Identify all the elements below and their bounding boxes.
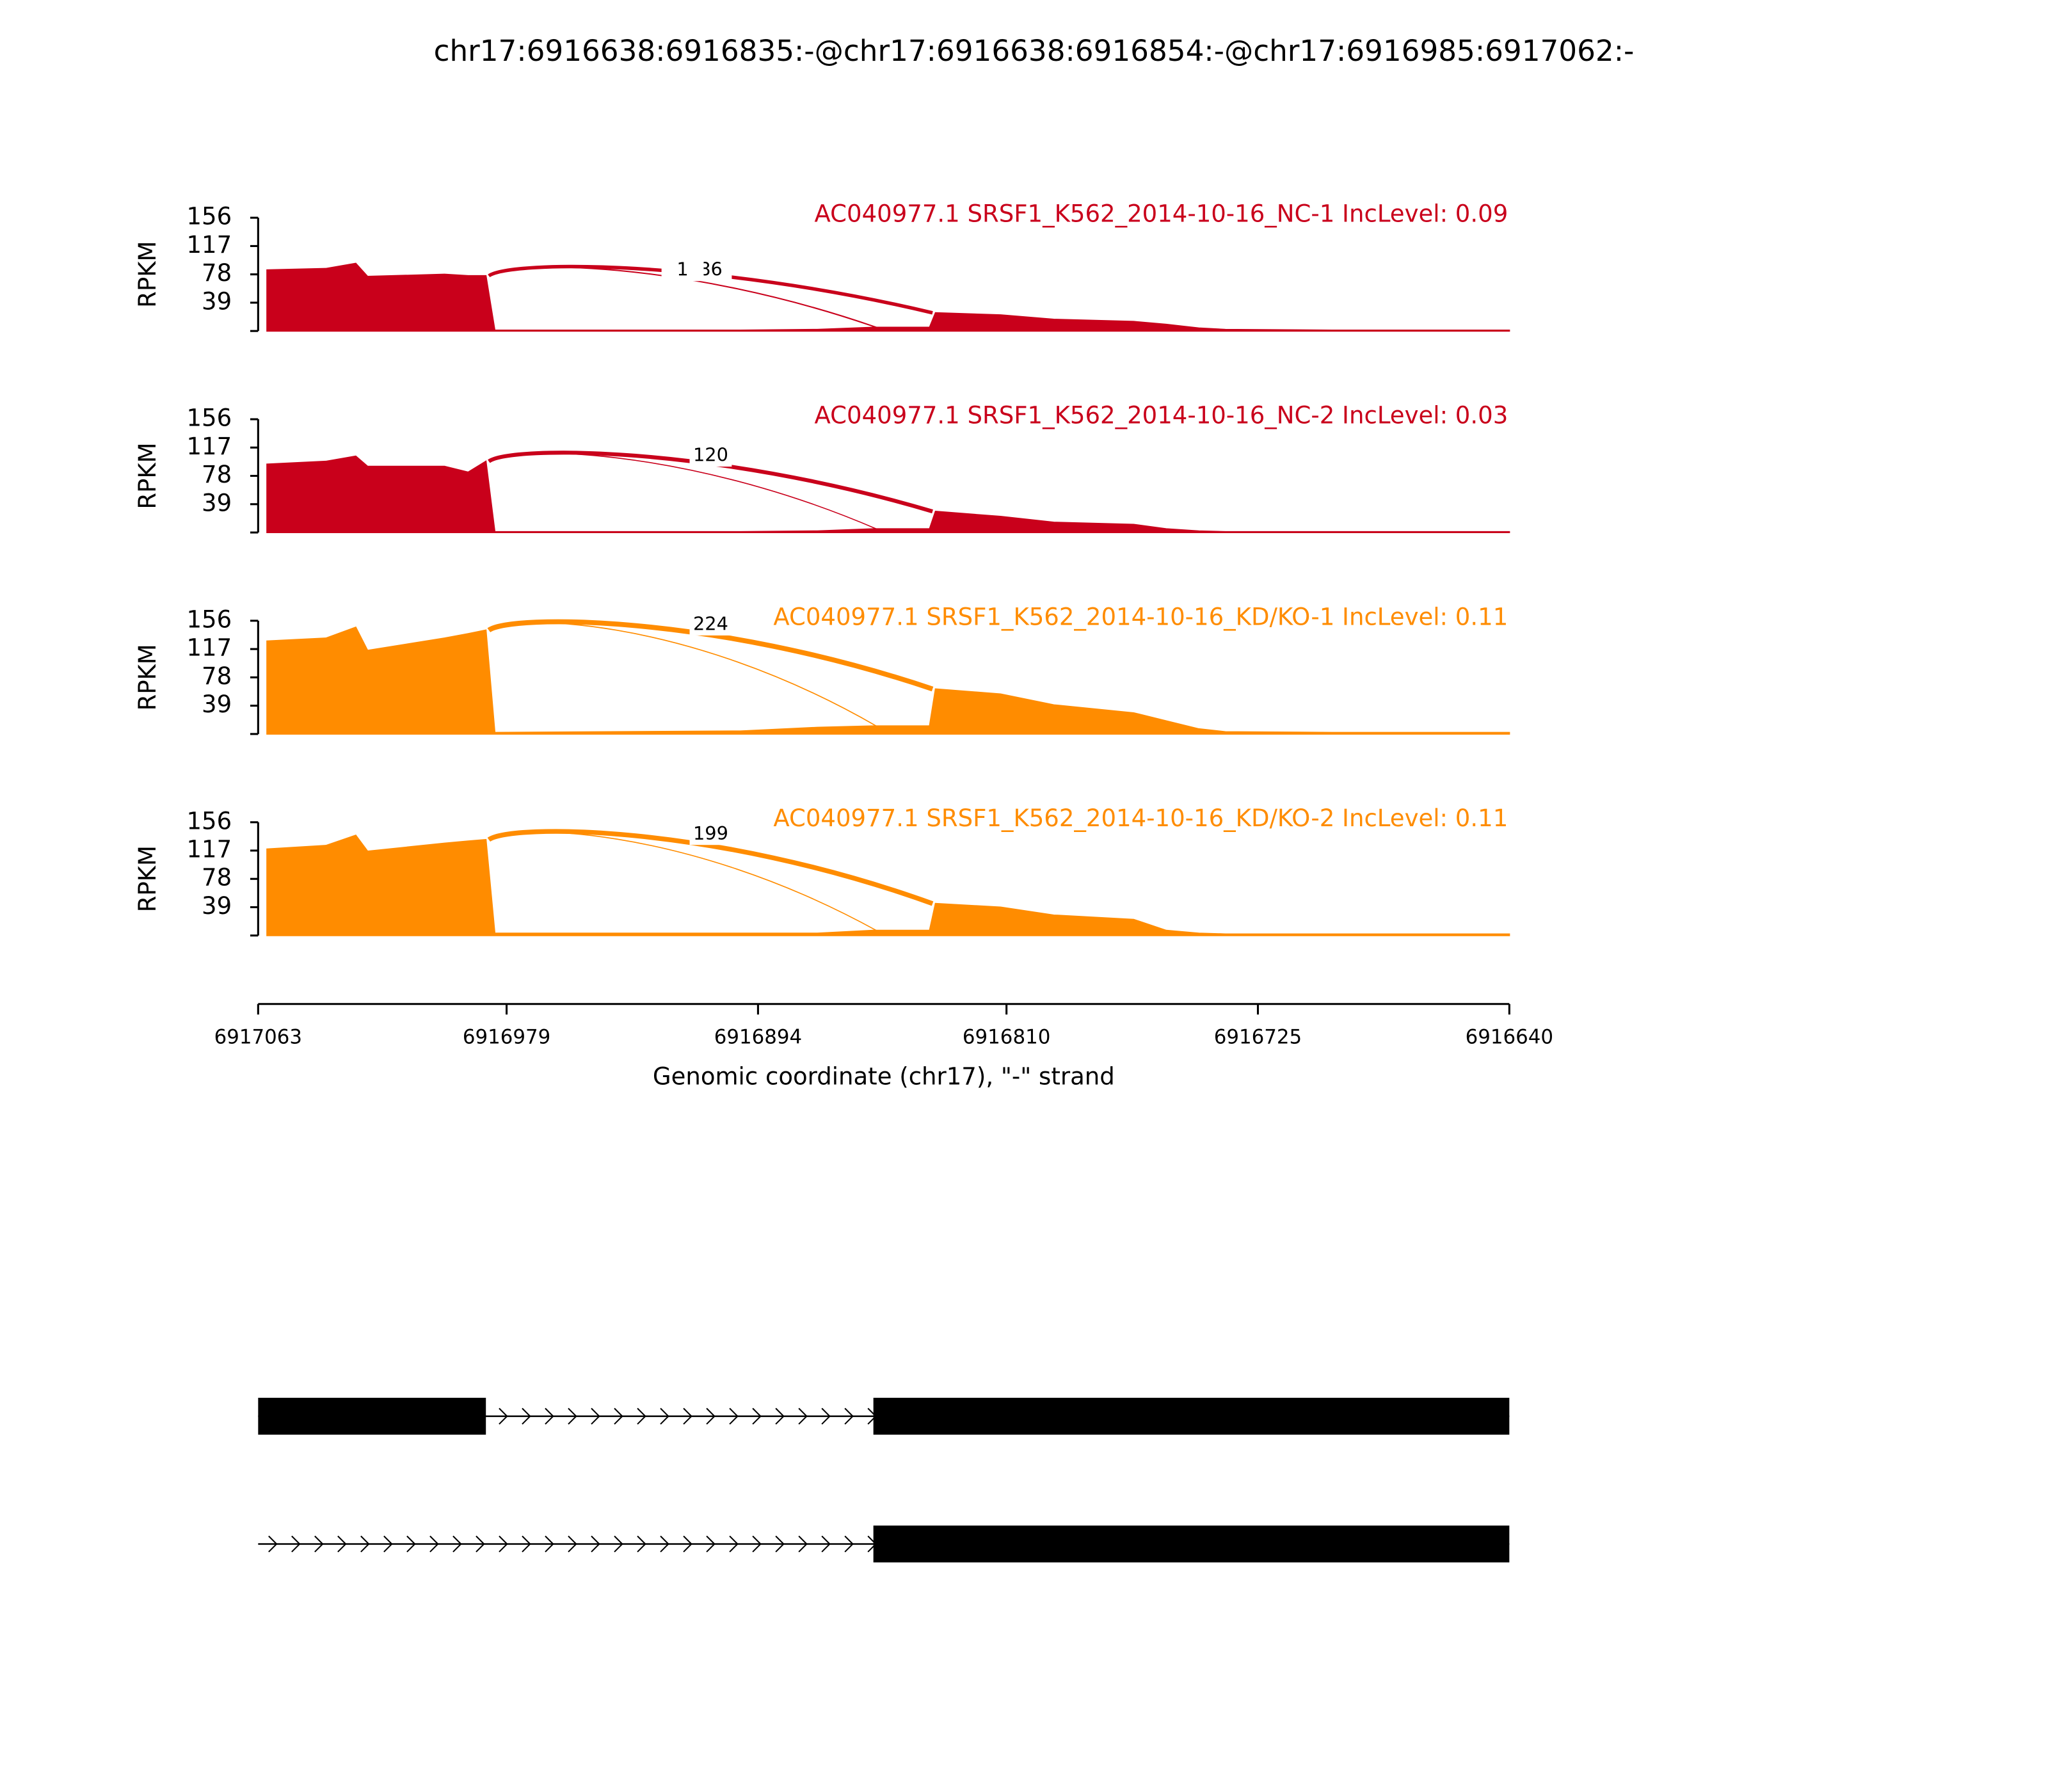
y-tick-label: 78 [202,461,232,488]
y-tick-label: 78 [202,864,232,892]
strand-arrow [568,1535,577,1553]
strand-arrow [522,1535,531,1553]
y-tick-label: 78 [202,259,232,287]
junction-label-bg [689,614,732,636]
strand-arrow [660,1535,669,1553]
panel-title: AC040977.1 SRSF1_K562_2014-10-16_KD/KO-1… [773,603,1508,630]
strand-arrow [637,1407,646,1425]
coverage-area [266,262,1510,332]
exon [873,1398,1510,1435]
y-axis-label: RPKM [134,845,161,912]
y-tick-label: 117 [186,836,232,863]
panel-title: AC040977.1 SRSF1_K562_2014-10-16_NC-1 In… [814,200,1508,228]
junction-arc [488,452,877,530]
strand-arrow [314,1535,324,1553]
junction-label-bg [689,824,732,845]
junction-arc [488,831,877,931]
strand-arrow [291,1535,301,1553]
x-tick-label: 6916725 [1214,1026,1302,1049]
coverage-area [266,834,1510,936]
chart-title: chr17:6916638:6916835:-@chr17:6916638:69… [434,34,1635,68]
strand-arrow [337,1535,347,1553]
strand-arrow [499,1407,508,1425]
x-tick-label: 6916894 [714,1026,802,1049]
strand-arrow [268,1535,278,1553]
junction-label-bg [689,445,732,467]
coverage-area [266,626,1510,735]
strand-arrow [614,1407,623,1425]
strand-arrow [821,1535,831,1553]
y-tick-label: 117 [186,634,232,662]
strand-arrow [614,1535,623,1553]
y-tick-label: 39 [202,287,232,315]
y-axis-label: RPKM [134,241,161,308]
strand-arrow [683,1407,692,1425]
panel-title: AC040977.1 SRSF1_K562_2014-10-16_KD/KO-2… [773,804,1508,832]
strand-arrow [752,1535,762,1553]
strand-arrow [591,1407,600,1425]
junction-count: 120 [693,444,728,466]
x-tick-label: 6916810 [963,1026,1050,1049]
strand-arrow [706,1535,716,1553]
coverage-area [266,455,1510,534]
strand-arrow [452,1535,462,1553]
panel-title: AC040977.1 SRSF1_K562_2014-10-16_NC-2 In… [814,401,1508,429]
strand-arrow [798,1535,808,1553]
junction-count: 224 [693,612,728,634]
y-tick-label: 156 [186,203,232,230]
y-tick-label: 39 [202,489,232,516]
x-tick-label: 6917063 [214,1026,302,1049]
strand-arrow [406,1535,416,1553]
y-axis-label: RPKM [134,644,161,710]
y-tick-label: 117 [186,231,232,259]
junction-label-bg [661,260,704,282]
strand-arrow [729,1407,739,1425]
x-axis-label: Genomic coordinate (chr17), "-" strand [653,1062,1115,1090]
strand-arrow [683,1535,692,1553]
strand-arrow [522,1407,531,1425]
strand-arrow [429,1535,439,1553]
strand-arrow [729,1535,739,1553]
y-tick-label: 117 [186,433,232,460]
junction-arc [488,266,877,328]
y-tick-label: 156 [186,404,232,432]
strand-arrow [545,1535,554,1553]
x-tick-label: 6916979 [463,1026,550,1049]
strand-arrow [637,1535,646,1553]
y-tick-label: 78 [202,662,232,690]
strand-arrow [499,1535,508,1553]
strand-arrow [775,1535,785,1553]
strand-arrow [752,1407,762,1425]
junction-count: 199 [693,822,728,844]
strand-arrow [775,1407,785,1425]
strand-arrow [383,1535,393,1553]
y-tick-label: 156 [186,807,232,835]
strand-arrow [706,1407,716,1425]
strand-arrow [568,1407,577,1425]
y-tick-label: 39 [202,892,232,920]
junction-count: 1 [676,259,688,280]
y-axis-label: RPKM [134,442,161,509]
x-tick-label: 6916640 [1466,1026,1553,1049]
strand-arrow [476,1535,485,1553]
exon [873,1525,1510,1563]
junction-arc [488,622,877,727]
strand-arrow [844,1407,854,1425]
strand-arrow [821,1407,831,1425]
strand-arrow [844,1535,854,1553]
exon [258,1398,486,1435]
y-tick-label: 39 [202,691,232,718]
y-tick-label: 156 [186,605,232,633]
strand-arrow [798,1407,808,1425]
strand-arrow [660,1407,669,1425]
strand-arrow [545,1407,554,1425]
strand-arrow [360,1535,370,1553]
strand-arrow [591,1535,600,1553]
